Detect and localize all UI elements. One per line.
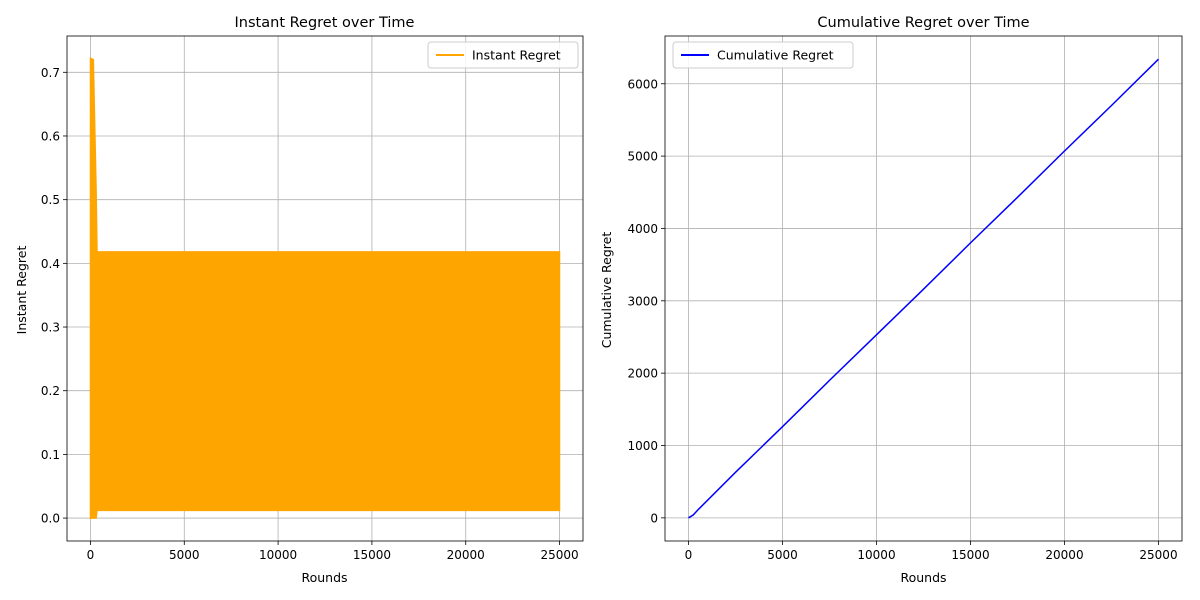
legend: Cumulative Regret [672,41,854,69]
y-tick-label: 0.5 [41,193,60,207]
y-tick-label: 0 [650,511,658,525]
legend: Instant Regret [427,41,579,69]
plot-frame [664,35,1183,542]
y-tick-label: 0.0 [41,512,60,526]
plot-frame [66,35,584,542]
y-tick-label: 2000 [627,367,658,381]
y-tick-label: 0.3 [41,321,60,335]
legend-label: Cumulative Regret [717,48,834,63]
x-tick-label: 20000 [1045,548,1083,562]
x-tick-label: 25000 [540,548,578,562]
x-tick-label: 10000 [259,548,297,562]
legend-box [427,41,579,69]
cumulative-regret-series [688,58,1160,519]
instant-regret-series [89,57,561,519]
y-axis-label: Cumulative Regret [599,232,614,349]
x-tick-label: 0 [87,548,95,562]
y-tick-label: 4000 [627,222,658,236]
y-tick-label: 3000 [627,294,658,308]
x-tick-label: 5000 [169,548,200,562]
y-tick-label: 0.7 [41,66,60,80]
chart-title: Cumulative Regret over Time [817,15,1029,31]
y-axis-label: Instant Regret [14,246,29,335]
x-tick-label: 5000 [767,548,798,562]
y-tick-label: 1000 [627,439,658,453]
x-axis-label: Rounds [301,570,347,585]
legend-label: Instant Regret [472,48,561,63]
y-tick-label: 0.6 [41,129,60,143]
legend-box [672,41,854,69]
y-tick-label: 0.4 [41,257,60,271]
cumulative-regret-chart: Cumulative Regret over Time Rounds Cumul… [599,15,1183,585]
x-tick-label: 20000 [447,548,485,562]
x-tick-label: 10000 [857,548,895,562]
chart-title: Instant Regret over Time [235,15,415,31]
x-axis-label: Rounds [900,570,946,585]
y-tick-label: 0.1 [41,448,60,462]
x-tick-label: 25000 [1139,548,1177,562]
y-tick-label: 0.2 [41,384,60,398]
y-tick-label: 6000 [627,77,658,91]
x-tick-label: 0 [685,548,693,562]
x-tick-label: 15000 [951,548,989,562]
x-tick-label: 15000 [353,548,391,562]
y-tick-label: 5000 [627,150,658,164]
instant-regret-chart: Instant Regret over Time Rounds Instant … [14,15,584,585]
